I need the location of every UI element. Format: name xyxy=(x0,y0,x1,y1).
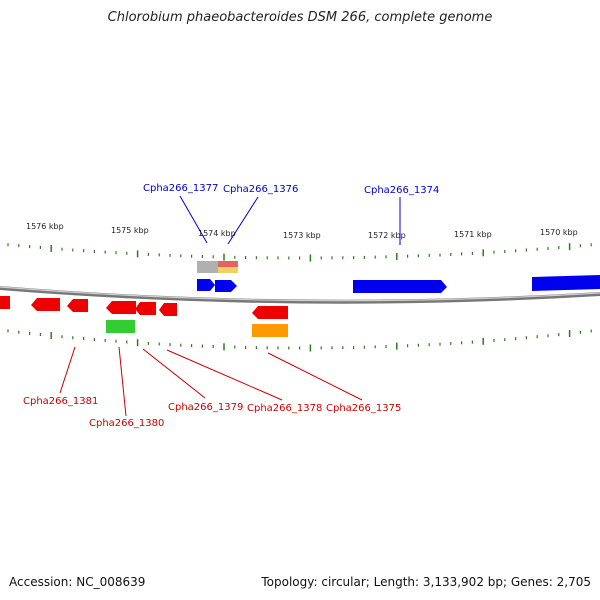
gene-reverse-1380[interactable] xyxy=(106,301,136,314)
figure-title: Chlorobium phaeobacteroides DSM 266, com… xyxy=(107,10,493,25)
kbp-label-1574: 1574 kbp xyxy=(198,229,236,238)
gene-reverse-1381[interactable] xyxy=(67,299,88,312)
feature-green[interactable] xyxy=(106,320,135,333)
kbp-label-1573: 1573 kbp xyxy=(283,231,321,240)
label-cpha266-1381[interactable]: Cpha266_1381 xyxy=(23,396,98,407)
kbp-label-1572: 1572 kbp xyxy=(368,231,406,240)
label-cpha266-1374[interactable]: Cpha266_1374 xyxy=(364,185,439,196)
leader-1377 xyxy=(179,195,208,244)
leader-1379 xyxy=(142,348,206,399)
feature-grey xyxy=(197,261,218,273)
gene-reverse-1379b[interactable] xyxy=(159,303,177,316)
genome-summary-text: Topology: circular; Length: 3,133,902 bp… xyxy=(261,575,591,589)
kbp-label-1571: 1571 kbp xyxy=(454,230,492,239)
gene-reverse-1378[interactable] xyxy=(252,306,288,319)
gene-forward-1376[interactable] xyxy=(215,280,237,292)
label-cpha266-1378[interactable]: Cpha266_1378 xyxy=(247,403,322,414)
gene-reverse-edge[interactable] xyxy=(0,296,10,309)
kbp-label-1570: 1570 kbp xyxy=(540,228,578,237)
label-cpha266-1379[interactable]: Cpha266_1379 xyxy=(168,402,243,413)
ticks-top xyxy=(7,243,592,262)
kbp-label-1576: 1576 kbp xyxy=(26,222,64,231)
label-cpha266-1375[interactable]: Cpha266_1375 xyxy=(326,403,401,414)
genome-backbone-highlight xyxy=(0,286,600,302)
gene-forward-1374[interactable] xyxy=(353,280,447,293)
label-cpha266-1377[interactable]: Cpha266_1377 xyxy=(143,183,218,194)
gene-forward-1377[interactable] xyxy=(197,279,215,291)
gene-forward-edge[interactable] xyxy=(532,275,600,291)
gene-reverse-1[interactable] xyxy=(31,298,60,311)
kbp-label-1575: 1575 kbp xyxy=(111,226,149,235)
feature-orange[interactable] xyxy=(252,324,288,337)
gene-reverse-1379a[interactable] xyxy=(135,302,156,315)
feature-yellow xyxy=(218,267,238,273)
genome-backbone xyxy=(0,286,600,304)
label-cpha266-1380[interactable]: Cpha266_1380 xyxy=(89,418,164,429)
leader-1376 xyxy=(227,196,259,245)
label-cpha266-1376[interactable]: Cpha266_1376 xyxy=(223,184,298,195)
leader-1381 xyxy=(59,346,76,394)
ticks-bottom xyxy=(7,329,592,352)
feature-pink xyxy=(218,261,238,267)
leader-1380 xyxy=(118,346,127,417)
leader-1378 xyxy=(166,349,283,401)
accession-text: Accession: NC_008639 xyxy=(9,575,146,589)
leader-1375 xyxy=(267,352,363,401)
